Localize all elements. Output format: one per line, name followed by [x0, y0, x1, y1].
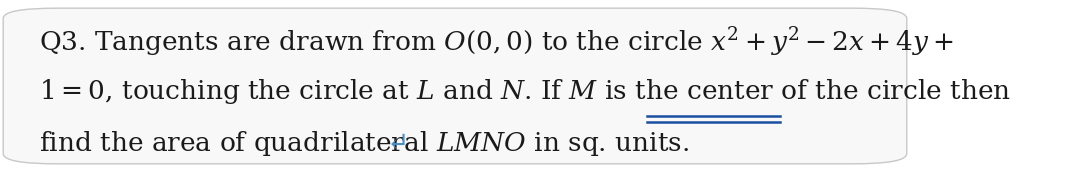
Text: $1 = 0$, touching the circle at $L$ and $N$. If $M$ is the center of the circle : $1 = 0$, touching the circle at $L$ and …	[40, 77, 1011, 106]
Text: find the area of quadrilateral $LMNO$ in sq. units.: find the area of quadrilateral $LMNO$ in…	[40, 129, 690, 158]
FancyBboxPatch shape	[3, 8, 907, 164]
Text: ↵: ↵	[387, 131, 409, 156]
Text: Q3. Tangents are drawn from $O(0,0)$ to the circle $x^2 + y^2 - 2x + 4y +$: Q3. Tangents are drawn from $O(0,0)$ to …	[40, 25, 954, 59]
